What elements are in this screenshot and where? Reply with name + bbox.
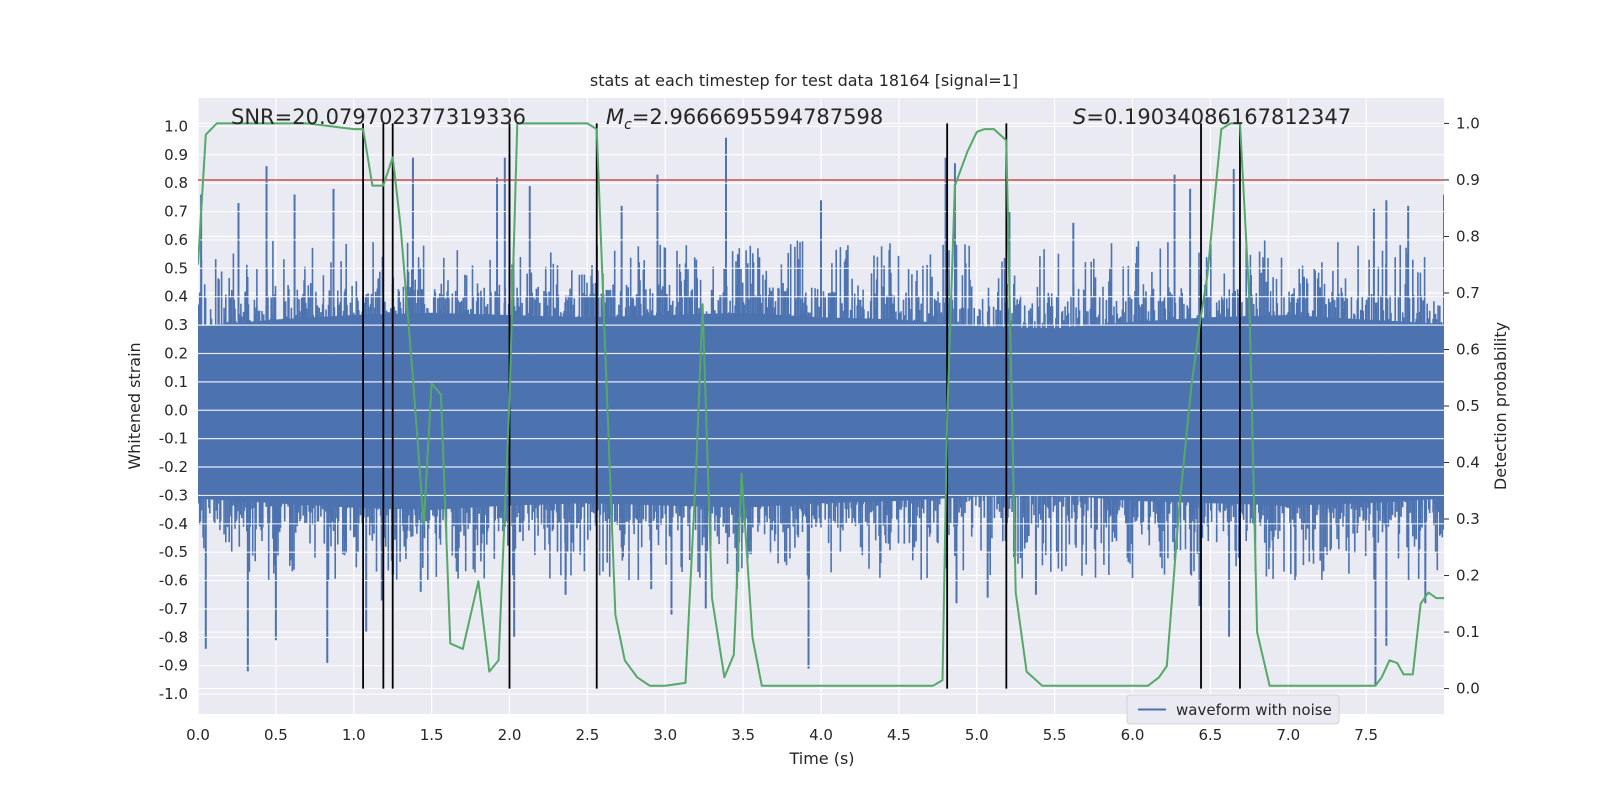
y-tick-label-right: 0.3 (1456, 510, 1480, 528)
y-tick-label-left: -0.9 (159, 657, 188, 675)
x-tick-label: 6.5 (1198, 726, 1222, 744)
y-tick-label-left: 0.5 (164, 259, 188, 277)
x-tick-label: 7.5 (1354, 726, 1378, 744)
y-gridlines-left (198, 125, 1444, 695)
y-tick-label-right: 0.2 (1456, 567, 1480, 585)
y-tick-label-left: -0.4 (159, 515, 188, 533)
y-tick-label-right: 0.7 (1456, 284, 1480, 302)
y-tick-label-left: 0.0 (164, 401, 188, 419)
x-tick-label: 7.0 (1276, 726, 1300, 744)
y-tick-label-left: -0.3 (159, 486, 188, 504)
x-tick-label: 2.5 (575, 726, 599, 744)
chirp-mass-subscript: c (624, 117, 632, 133)
y-tick-label-left: 1.0 (164, 117, 188, 135)
y-tick-label-right: 0.4 (1456, 454, 1480, 472)
y-tick-label-left: -0.2 (159, 458, 188, 476)
y-tick-label-left: -0.8 (159, 628, 188, 646)
y-tick-label-right: 1.0 (1456, 114, 1480, 132)
y-tick-label-left: 0.9 (164, 146, 188, 164)
chirp-mass-value: =2.9666695594787598 (632, 105, 883, 129)
y-tick-label-left: 0.3 (164, 316, 188, 334)
s-symbol: S (1073, 105, 1086, 129)
s-value: =0.19034086167812347 (1086, 105, 1351, 129)
x-tick-label: 0.5 (264, 726, 288, 744)
y-tick-label-left: -0.1 (159, 430, 188, 448)
x-tick-label: 3.5 (731, 726, 755, 744)
y-axis-label-left: Whitened strain (125, 342, 144, 469)
y-tick-label-left: -1.0 (159, 685, 188, 703)
y-tick-label-left: 0.7 (164, 203, 188, 221)
legend-label: waveform with noise (1176, 701, 1332, 719)
legend-box (1126, 694, 1340, 725)
x-tick-label: 0.0 (186, 726, 210, 744)
y-tick-label-left: -0.5 (159, 543, 188, 561)
y-tick-label-left: 0.8 (164, 174, 188, 192)
x-tick-label: 3.0 (653, 726, 677, 744)
x-axis-label: Time (s) (788, 749, 854, 768)
chart-title: stats at each timestep for test data 181… (590, 71, 1018, 90)
y-axis-label-right: Detection probability (1491, 322, 1510, 490)
snr-fraction-annotation: S=0.19034086167812347 (1073, 105, 1351, 129)
y-tick-label-left: 0.2 (164, 344, 188, 362)
x-tick-label: 5.5 (1043, 726, 1067, 744)
x-tick-label: 4.5 (887, 726, 911, 744)
y-tick-labels-right: 0.0 0.1 0.2 0.3 0.4 0.5 0.6 0.7 0.8 0.9 1.0 (1444, 114, 1480, 698)
y-tick-label-left: 0.1 (164, 373, 188, 391)
y-tick-label-right: 0.5 (1456, 397, 1480, 415)
y-tick-label-right: 0.6 (1456, 340, 1480, 358)
y-tick-label-right: 0.0 (1456, 680, 1480, 698)
y-tick-label-left: 0.4 (164, 288, 188, 306)
y-tick-label-left: -0.7 (159, 600, 188, 618)
x-tick-label: 1.5 (420, 726, 444, 744)
snr-annotation: SNR=20.079702377319336 (231, 105, 526, 129)
detection-probability-line (198, 122, 1444, 687)
chirp-mass-symbol: M (606, 105, 624, 129)
legend: waveform with noise (1126, 694, 1340, 725)
x-tick-label: 5.0 (965, 726, 989, 744)
x-tick-label: 6.0 (1121, 726, 1145, 744)
y-tick-label-right: 0.8 (1456, 227, 1480, 245)
x-tick-label: 4.0 (809, 726, 833, 744)
y-tick-label-left: 0.6 (164, 231, 188, 249)
y-tick-label-left: -0.6 (159, 572, 188, 590)
y-tick-label-right: 0.1 (1456, 623, 1480, 641)
y-tick-labels-left: -1.0 -0.9 -0.8 -0.7 -0.6 -0.5 -0.4 -0.3 -0.2 -0.1… (159, 117, 188, 703)
chirp-mass-annotation: Mc=2.9666695594787598 (606, 105, 883, 133)
x-tick-label: 2.0 (498, 726, 522, 744)
y-tick-label-right: 0.9 (1456, 171, 1480, 189)
vertical-markers (362, 123, 1241, 689)
x-tick-labels: 0.0 0.5 1.0 1.5 2.0 2.5 3.0 3.5 4.0 4.5 5.0 5.5 6.0 6… (186, 726, 1378, 744)
x-tick-label: 1.0 (342, 726, 366, 744)
